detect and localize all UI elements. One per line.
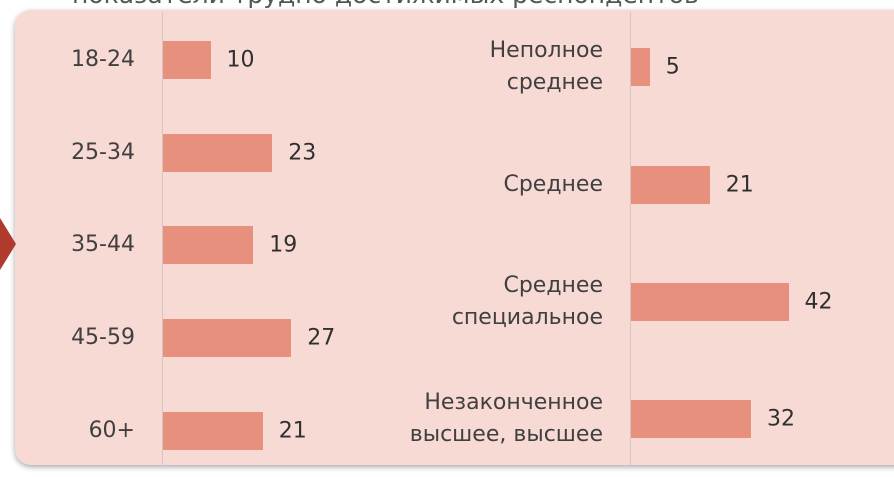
axis-line	[162, 12, 163, 465]
bar	[163, 319, 292, 357]
value-label: 42	[804, 289, 833, 315]
panel	[15, 10, 894, 465]
category-label: 60+	[88, 418, 135, 443]
value-label: 23	[288, 140, 317, 166]
bar	[163, 412, 263, 450]
value-label: 21	[725, 172, 754, 198]
bar	[631, 166, 710, 204]
value-label: 32	[767, 406, 795, 432]
category-label: Неполное среднее	[489, 38, 603, 95]
value-label: 27	[307, 325, 336, 351]
arrow	[0, 218, 16, 270]
category-label: Среднее	[503, 172, 603, 197]
bar	[163, 134, 273, 172]
category-label: Незаконченное высшее, высшее	[409, 390, 603, 447]
value-label: 19	[269, 232, 298, 258]
category-label: 35-44	[71, 232, 135, 257]
bar	[163, 41, 211, 79]
value-label: 5	[665, 54, 680, 80]
category-label: Среднее специальное	[451, 273, 603, 330]
category-label: 45-59	[71, 325, 135, 350]
bar	[163, 226, 254, 264]
title: показатели трудно достижимых респонденто…	[72, 0, 699, 9]
value-label: 21	[278, 418, 307, 444]
bar	[631, 283, 789, 321]
value-label: 10	[226, 47, 255, 73]
axis-line	[630, 12, 631, 465]
bar	[631, 400, 751, 438]
bar	[631, 48, 650, 86]
category-label: 18-24	[71, 47, 135, 72]
category-label: 25-34	[71, 140, 135, 165]
